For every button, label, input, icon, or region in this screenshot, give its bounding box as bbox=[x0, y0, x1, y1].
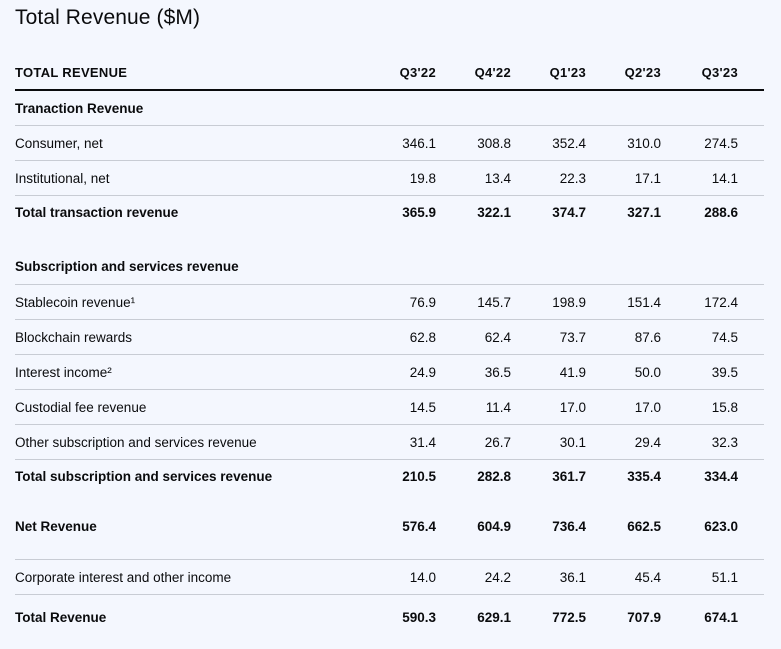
table-row: Stablecoin revenue¹ 76.9 145.7 198.9 151… bbox=[15, 284, 764, 320]
subtotal-row: Total transaction revenue 365.9 322.1 37… bbox=[15, 196, 764, 230]
cell-value: 590.3 bbox=[402, 609, 436, 625]
cell-value: 15.8 bbox=[661, 389, 738, 425]
header-period: Q3'22 bbox=[375, 56, 436, 91]
cell-value: 198.9 bbox=[511, 284, 586, 320]
header-period: Q3'23 bbox=[661, 56, 738, 91]
cell-value: 145.7 bbox=[436, 284, 511, 320]
cell-value: 30.1 bbox=[511, 424, 586, 460]
cell-value: 334.4 bbox=[704, 469, 738, 484]
cell-value: 76.9 bbox=[375, 284, 436, 320]
cell-value: 308.8 bbox=[436, 125, 511, 161]
cell-value: 151.4 bbox=[586, 284, 661, 320]
header-period: Q1'23 bbox=[511, 56, 586, 91]
cell-value: 36.5 bbox=[436, 354, 511, 390]
header-period: Q4'22 bbox=[436, 56, 511, 91]
table-row: Blockchain rewards 62.8 62.4 73.7 87.6 7… bbox=[15, 319, 764, 355]
table-row: Corporate interest and other income 14.0… bbox=[15, 559, 764, 595]
table-header-row: TOTAL REVENUE Q3'22 Q4'22 Q1'23 Q2'23 Q3… bbox=[15, 56, 764, 91]
cell-value: 274.5 bbox=[661, 125, 738, 161]
cell-value: 365.9 bbox=[402, 205, 436, 220]
cell-value: 26.7 bbox=[436, 424, 511, 460]
header-period: Q2'23 bbox=[586, 56, 661, 91]
table-row: Institutional, net 19.8 13.4 22.3 17.1 1… bbox=[15, 160, 764, 196]
row-label: Interest income² bbox=[15, 354, 375, 390]
cell-value: 352.4 bbox=[511, 125, 586, 161]
cell-value: 374.7 bbox=[552, 205, 586, 220]
row-label: Consumer, net bbox=[15, 125, 375, 161]
cell-value: 24.2 bbox=[436, 559, 511, 595]
cell-value: 14.1 bbox=[661, 160, 738, 196]
section-heading-row: Subscription and services revenue bbox=[15, 248, 764, 285]
revenue-table: TOTAL REVENUE Q3'22 Q4'22 Q1'23 Q2'23 Q3… bbox=[15, 56, 764, 639]
cell-value: 662.5 bbox=[586, 493, 661, 560]
cell-value: 707.9 bbox=[627, 609, 661, 625]
cell-value: 22.3 bbox=[511, 160, 586, 196]
cell-value: 674.1 bbox=[704, 609, 738, 625]
cell-value: 322.1 bbox=[477, 205, 511, 220]
cell-value: 51.1 bbox=[661, 559, 738, 595]
header-label: TOTAL REVENUE bbox=[15, 56, 375, 91]
cell-value: 282.8 bbox=[477, 469, 511, 484]
cell-value: 50.0 bbox=[586, 354, 661, 390]
cell-value: 346.1 bbox=[375, 125, 436, 161]
cell-value: 29.4 bbox=[586, 424, 661, 460]
table-row: Interest income² 24.9 36.5 41.9 50.0 39.… bbox=[15, 354, 764, 390]
cell-value: 13.4 bbox=[436, 160, 511, 196]
cell-value: 172.4 bbox=[661, 284, 738, 320]
cell-value: 39.5 bbox=[661, 354, 738, 390]
cell-value: 335.4 bbox=[627, 469, 661, 484]
cell-value: 87.6 bbox=[586, 319, 661, 355]
row-label: Total subscription and services revenue bbox=[15, 469, 273, 484]
cell-value: 45.4 bbox=[586, 559, 661, 595]
row-label: Net Revenue bbox=[15, 493, 375, 560]
cell-value: 17.0 bbox=[511, 389, 586, 425]
cell-value: 576.4 bbox=[375, 493, 436, 560]
cell-value: 24.9 bbox=[375, 354, 436, 390]
table-row: Other subscription and services revenue … bbox=[15, 424, 764, 460]
cell-value: 210.5 bbox=[402, 469, 436, 484]
cell-value: 327.1 bbox=[627, 205, 661, 220]
section-heading: Tranaction Revenue bbox=[15, 90, 764, 126]
cell-value: 736.4 bbox=[511, 493, 586, 560]
cell-value: 14.5 bbox=[375, 389, 436, 425]
row-label: Institutional, net bbox=[15, 160, 375, 196]
row-label: Other subscription and services revenue bbox=[15, 424, 375, 460]
subtotal-row: Total subscription and services revenue … bbox=[15, 460, 764, 494]
cell-value: 62.8 bbox=[375, 319, 436, 355]
cell-value: 17.0 bbox=[586, 389, 661, 425]
cell-value: 772.5 bbox=[552, 609, 586, 625]
cell-value: 604.9 bbox=[436, 493, 511, 560]
cell-value: 288.6 bbox=[704, 205, 738, 220]
cell-value: 629.1 bbox=[477, 609, 511, 625]
net-revenue-row: Net Revenue 576.4 604.9 736.4 662.5 623.… bbox=[15, 493, 764, 560]
section-heading: Subscription and services revenue bbox=[15, 248, 764, 285]
cell-value: 32.3 bbox=[661, 424, 738, 460]
cell-value: 310.0 bbox=[586, 125, 661, 161]
cell-value: 11.4 bbox=[436, 389, 511, 425]
row-label: Corporate interest and other income bbox=[15, 559, 375, 595]
cell-value: 31.4 bbox=[375, 424, 436, 460]
cell-value: 361.7 bbox=[552, 469, 586, 484]
row-label: Total Revenue bbox=[15, 609, 107, 625]
cell-value: 36.1 bbox=[511, 559, 586, 595]
row-label: Blockchain rewards bbox=[15, 319, 375, 355]
total-revenue-row: Total Revenue 590.3 629.1 772.5 707.9 67… bbox=[15, 595, 764, 640]
row-label: Custodial fee revenue bbox=[15, 389, 375, 425]
row-label: Stablecoin revenue¹ bbox=[15, 284, 375, 320]
table-row: Custodial fee revenue 14.5 11.4 17.0 17.… bbox=[15, 389, 764, 425]
cell-value: 74.5 bbox=[661, 319, 738, 355]
page-title: Total Revenue ($M) bbox=[15, 6, 201, 29]
cell-value: 14.0 bbox=[375, 559, 436, 595]
table-row: Consumer, net 346.1 308.8 352.4 310.0 27… bbox=[15, 125, 764, 161]
cell-value: 62.4 bbox=[436, 319, 511, 355]
cell-value: 623.0 bbox=[661, 493, 738, 560]
cell-value: 17.1 bbox=[586, 160, 661, 196]
row-label: Total transaction revenue bbox=[15, 205, 179, 220]
section-heading-row: Tranaction Revenue bbox=[15, 90, 764, 126]
cell-value: 41.9 bbox=[511, 354, 586, 390]
cell-value: 73.7 bbox=[511, 319, 586, 355]
cell-value: 19.8 bbox=[375, 160, 436, 196]
